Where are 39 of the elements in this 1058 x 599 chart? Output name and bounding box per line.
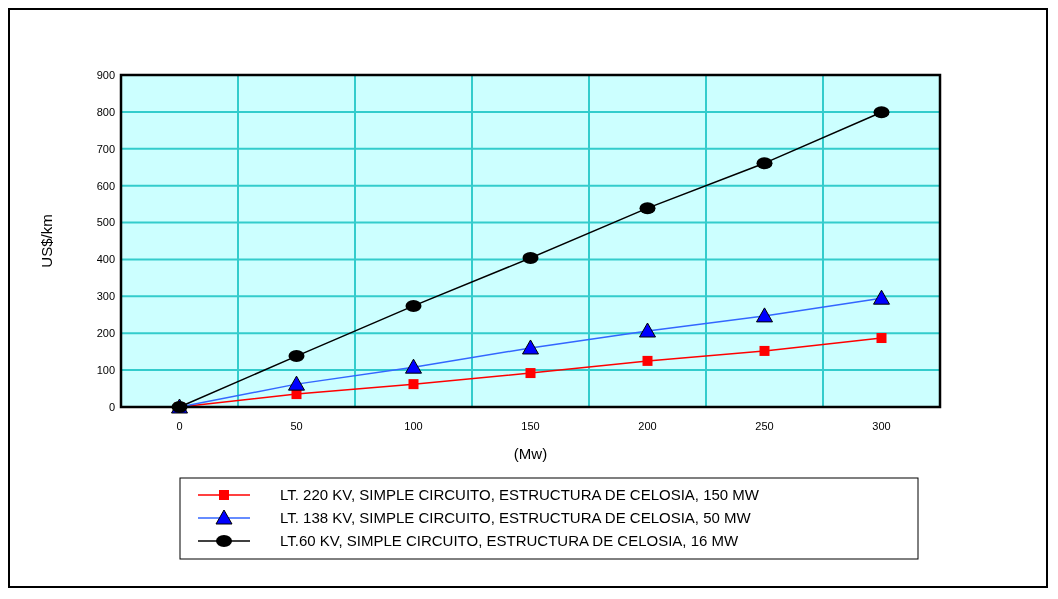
point	[525, 368, 536, 379]
y-tick-label: 0	[108, 400, 115, 413]
y-tick-label: 700	[96, 142, 115, 155]
legend-label: LT.60 KV, SIMPLE CIRCUITO, ESTRUCTURA DE CELOSIA, 16 MW	[280, 532, 740, 550]
point	[873, 106, 890, 119]
x-tick-label: 0	[176, 420, 183, 432]
point	[873, 289, 890, 305]
x-axis-title: (Mw)	[513, 445, 548, 462]
point	[288, 375, 305, 391]
point	[639, 202, 656, 215]
point	[756, 157, 773, 170]
x-tick-label: 250	[755, 420, 774, 432]
point	[639, 322, 656, 338]
legend-label: LT. 220 KV, SIMPLE CIRCUITO, ESTRUCTURA DE CELOSIA, 150 MW	[280, 486, 760, 504]
y-tick-label: 900	[96, 68, 115, 81]
point	[288, 350, 305, 363]
x-tick-label: 200	[638, 420, 657, 432]
point	[756, 307, 773, 323]
y-tick-label: 200	[96, 327, 115, 340]
y-axis-title: US$/km	[38, 214, 55, 268]
x-tick-label: 150	[521, 420, 540, 432]
x-tick-label: 50	[290, 420, 303, 432]
point	[759, 345, 770, 356]
y-tick-label: 300	[96, 290, 115, 303]
x-tick-label: 300	[872, 420, 891, 432]
y-tick-label: 100	[96, 363, 115, 376]
point	[522, 339, 539, 355]
point	[405, 299, 422, 312]
y-tick-label: 400	[96, 253, 115, 266]
legend-label: LT. 138 KV, SIMPLE CIRCUITO, ESTRUCTURA DE CELOSIA, 50 MW	[280, 509, 752, 527]
y-tick-label: 500	[96, 216, 115, 229]
point	[405, 358, 422, 374]
point	[408, 379, 419, 390]
x-tick-label: 100	[404, 420, 423, 432]
y-tick-label: 800	[96, 105, 115, 118]
y-tick-label: 600	[96, 179, 115, 192]
point	[522, 251, 539, 264]
point	[642, 355, 653, 366]
point	[876, 333, 887, 344]
